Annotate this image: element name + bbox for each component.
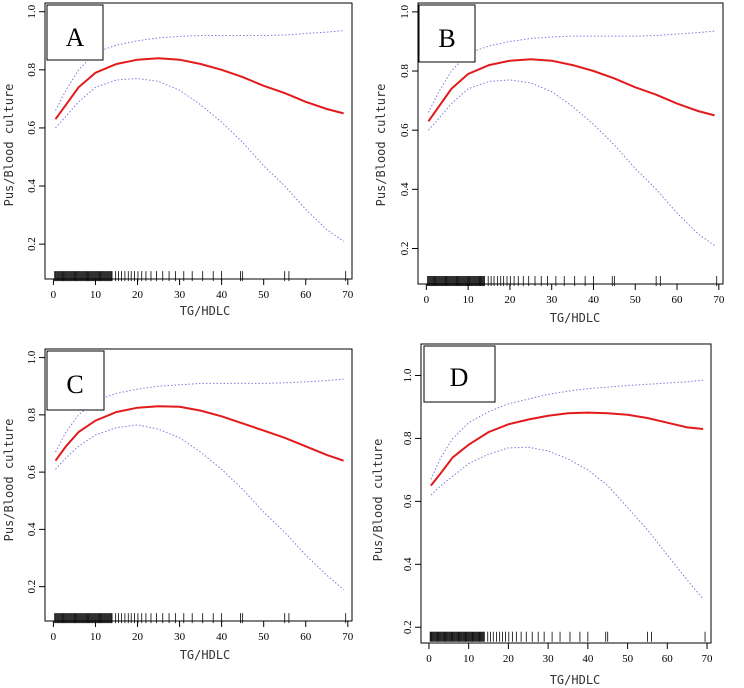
panel-b-plot: 0 10 20 30 40 50 60 70 0.2 0.4 0.6 0.8 1.0 [399,2,725,306]
x-tick-label: 40 [588,294,600,306]
x-tick-label: 10 [463,653,475,665]
y-tick-label: 1.0 [26,4,38,18]
y-tick-label: 0.4 [399,182,411,196]
y-tick-label: 0.2 [399,242,411,256]
x-tick-label: 60 [300,289,312,301]
panel-a: Pus/Blood culture TG/HDLC 0 10 20 30 40 50 60 7… [2,2,354,318]
panel-d-plot: 0 10 20 30 40 50 60 70 0.2 0.4 0.6 0.8 1.0 [402,343,714,665]
y-tick-label: 0.4 [402,557,414,571]
x-tick-label: 10 [463,294,475,306]
y-tick-label: 0.2 [26,237,38,251]
y-tick-label: 1.0 [26,350,38,364]
panel-d-label: D [450,363,469,392]
x-tick-label: 0 [51,631,57,643]
ci-lower-curve [430,446,704,600]
x-tick-label: 30 [546,294,558,306]
x-tick-label: 50 [622,653,634,665]
panel-b-ylabel: Pus/Blood culture [374,84,388,207]
ci-lower-curve [55,424,344,590]
x-tick-label: 50 [630,294,642,306]
x-tick-label: 70 [702,653,714,665]
x-tick-label: 20 [132,631,144,643]
fit-curve [430,411,704,487]
x-tick-label: 20 [504,294,516,306]
x-tick-label: 70 [342,631,354,643]
ci-lower-curve [428,79,715,246]
panel-a-frame [44,2,353,280]
panel-b-label: B [438,24,455,53]
ci-lower-curve [55,77,344,242]
fit-curve [54,57,344,120]
x-tick-label: 0 [426,653,432,665]
panel-b-frame [417,2,724,285]
panel-a-label: A [66,23,85,52]
x-tick-label: 20 [503,653,515,665]
panel-c-label: C [66,370,83,399]
panel-b-xlabel: TG/HDLC [550,311,601,325]
panel-c-label-box [46,350,105,411]
panel-b: Pus/Blood culture TG/HDLC 0 10 20 30 40 50 60 7… [374,2,725,325]
x-tick-label: 70 [713,294,725,306]
y-tick-label: 0.6 [402,494,414,508]
y-tick-label: 0.2 [402,620,414,634]
y-tick-label: 0.6 [399,123,411,137]
x-tick-label: 30 [174,631,186,643]
x-tick-label: 50 [258,289,270,301]
y-tick-label: 0.8 [26,407,38,421]
panel-a-ylabel: Pus/Blood culture [2,84,16,207]
x-tick-label: 30 [543,653,555,665]
y-tick-label: 0.6 [26,121,38,135]
x-tick-label: 60 [672,294,684,306]
fit-curve [54,405,344,462]
x-tick-label: 20 [132,289,144,301]
panel-d: Pus/Blood culture TG/HDLC 0 10 20 30 40 50 60 7… [371,343,714,687]
y-tick-label: 1.0 [402,368,414,382]
panel-c-ylabel: Pus/Blood culture [2,419,16,542]
panel-c-frame [44,348,353,622]
y-tick-label: 0.4 [26,179,38,193]
x-tick-label: 30 [174,289,186,301]
panel-c: Pus/Blood culture TG/HDLC 0 10 20 30 40 50 60 7… [2,348,354,662]
x-tick-label: 60 [300,631,312,643]
panel-a-plot: 0 10 20 30 40 50 60 70 0.2 0.4 0.6 0.8 1.0 [26,2,354,301]
y-tick-label: 0.6 [26,465,38,479]
x-tick-label: 40 [216,289,228,301]
panel-d-xlabel: TG/HDLC [550,673,601,687]
panel-c-xlabel: TG/HDLC [180,648,231,662]
x-tick-label: 50 [258,631,270,643]
x-tick-label: 0 [424,294,430,306]
x-tick-label: 10 [90,631,102,643]
x-tick-label: 40 [216,631,228,643]
panel-d-label-box [423,345,496,403]
panel-a-xlabel: TG/HDLC [180,304,231,318]
panel-b-label-box [418,4,476,63]
y-tick-label: 0.2 [26,580,38,594]
panel-d-ylabel: Pus/Blood culture [371,439,385,562]
panel-a-label-box [46,4,104,61]
x-tick-label: 70 [342,289,354,301]
y-tick-label: 0.8 [26,62,38,76]
fit-curve [427,58,715,122]
y-tick-label: 0.4 [26,522,38,536]
ci-upper-curve [430,379,704,480]
y-tick-label: 1.0 [399,4,411,18]
x-tick-label: 60 [662,653,674,665]
x-tick-label: 10 [90,289,102,301]
panel-d-frame [420,343,712,644]
x-tick-label: 40 [582,653,594,665]
y-tick-label: 0.8 [402,431,414,445]
x-tick-label: 0 [51,289,57,301]
panel-c-plot: 0 10 20 30 40 50 60 70 0.2 0.4 0.6 0.8 1.0 [26,348,354,643]
y-tick-label: 0.8 [399,64,411,78]
